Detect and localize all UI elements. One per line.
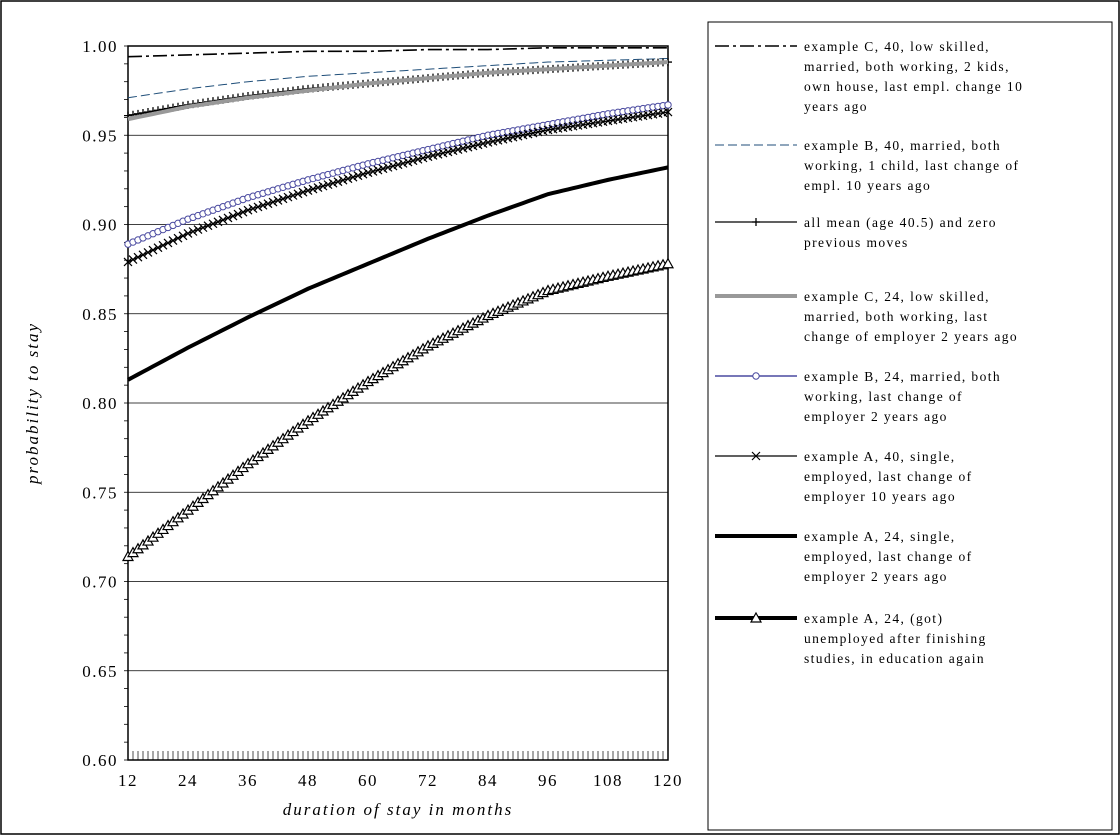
- legend-label: example A, 40, single,: [804, 449, 956, 464]
- x-axis-title: duration of stay in months: [283, 800, 514, 819]
- x-tick-label: 120: [653, 771, 683, 790]
- legend-label: years ago: [804, 99, 868, 114]
- legend-label: employed, last change of: [804, 469, 973, 484]
- circle-marker: [665, 102, 671, 108]
- y-tick-label: 0.75: [82, 483, 118, 502]
- y-tick-label: 0.90: [82, 216, 118, 235]
- legend-label: example C, 24, low skilled,: [804, 289, 990, 304]
- legend-label: example C, 40, low skilled,: [804, 39, 990, 54]
- legend-label: change of employer 2 years ago: [804, 329, 1018, 344]
- x-tick-label: 24: [178, 771, 198, 790]
- y-tick-label: 1.00: [82, 37, 118, 56]
- y-tick-label: 0.80: [82, 394, 118, 413]
- legend-label: employed, last change of: [804, 549, 973, 564]
- x-tick-label: 12: [118, 771, 138, 790]
- legend-label: employer 2 years ago: [804, 409, 948, 424]
- x-tick-label: 84: [478, 771, 498, 790]
- legend-label: working, 1 child, last change of: [804, 158, 1019, 173]
- y-tick-label: 0.60: [82, 751, 118, 770]
- legend-label: example B, 40, married, both: [804, 138, 1001, 153]
- legend-label: example B, 24, married, both: [804, 369, 1001, 384]
- x-tick-label: 96: [538, 771, 558, 790]
- y-tick-label: 0.95: [82, 126, 118, 145]
- y-tick-label: 0.70: [82, 573, 118, 592]
- legend-label: married, both working, last: [804, 309, 988, 324]
- x-tick-label: 60: [358, 771, 378, 790]
- x-tick-label: 72: [418, 771, 438, 790]
- x-tick-label: 48: [298, 771, 318, 790]
- legend-label: unemployed after finishing: [804, 631, 987, 646]
- legend-label: example A, 24, (got): [804, 611, 943, 626]
- y-tick-label: 0.85: [82, 305, 118, 324]
- y-axis-title: probability to stay: [23, 322, 42, 485]
- legend-label: all mean (age 40.5) and zero: [804, 215, 997, 230]
- legend-label: working, last change of: [804, 389, 963, 404]
- legend-label: employer 10 years ago: [804, 489, 956, 504]
- legend-label: empl. 10 years ago: [804, 178, 931, 193]
- x-tick-label: 108: [593, 771, 623, 790]
- legend-label: studies, in education again: [804, 651, 985, 666]
- legend-label: example A, 24, single,: [804, 529, 956, 544]
- legend-label: previous moves: [804, 235, 909, 250]
- legend-label: employer 2 years ago: [804, 569, 948, 584]
- x-tick-label: 36: [238, 771, 258, 790]
- circle-marker: [753, 373, 759, 379]
- y-tick-label: 0.65: [82, 662, 118, 681]
- legend-label: married, both working, 2 kids,: [804, 59, 1010, 74]
- legend-label: own house, last empl. change 10: [804, 79, 1023, 94]
